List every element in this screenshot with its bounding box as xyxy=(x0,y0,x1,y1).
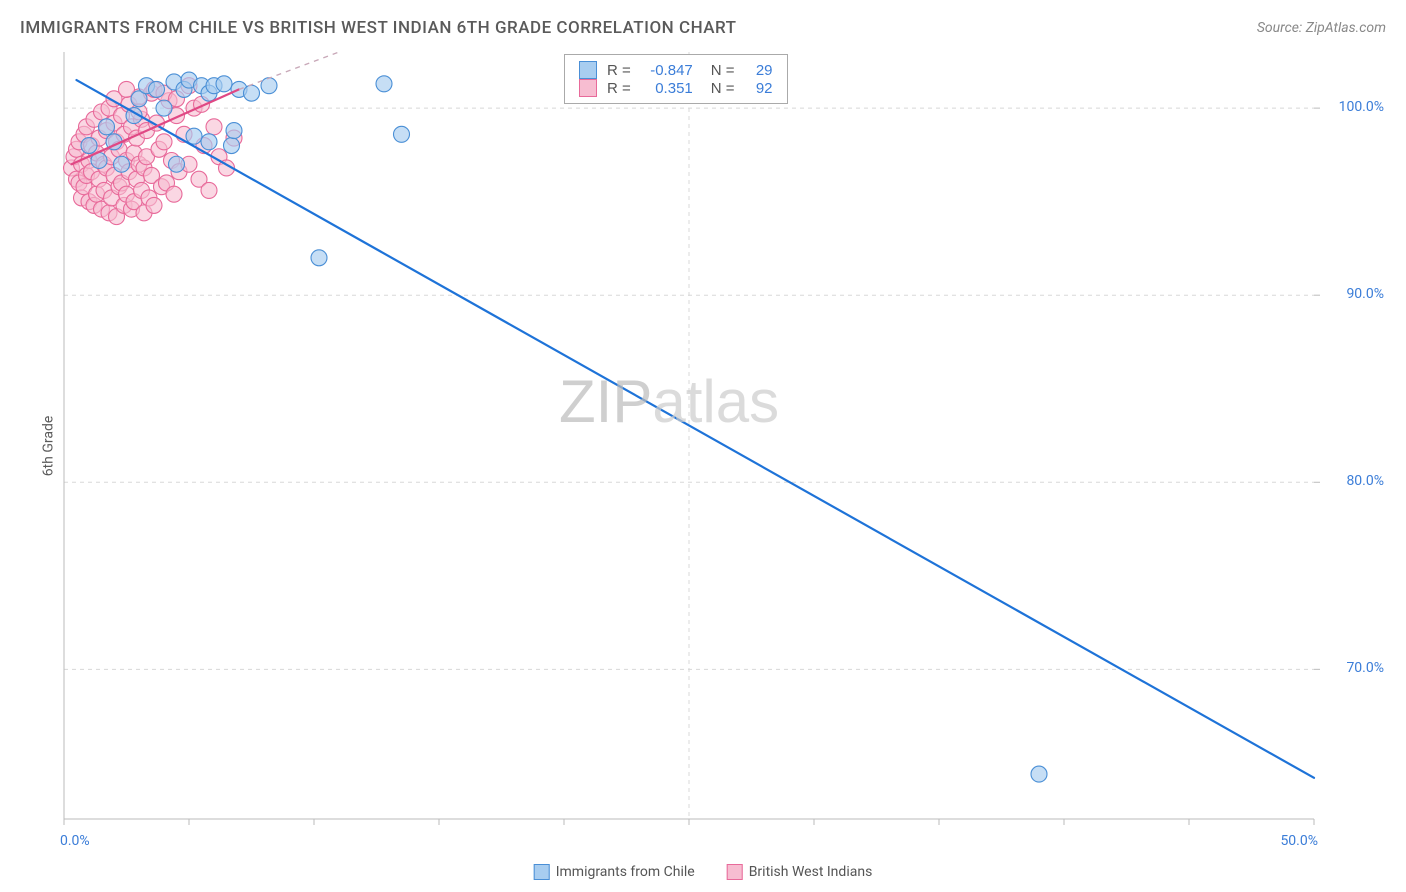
stats-n-label: N = xyxy=(711,62,735,79)
chart-area: ZIPatlas R =-0.847N =29R =0.351N =92 0.0… xyxy=(60,50,1386,847)
chart-title: IMMIGRANTS FROM CHILE VS BRITISH WEST IN… xyxy=(20,18,737,38)
legend-swatch xyxy=(534,864,550,880)
stats-row: R = 0.351 N = 92 xyxy=(579,79,773,97)
stats-n-label: N = xyxy=(711,80,735,97)
y-axis-label: 6th Grade xyxy=(40,416,56,477)
stats-n-value: 29 xyxy=(745,62,773,79)
bottom-legend: Immigrants from Chile British West Indian… xyxy=(534,864,873,880)
legend-swatch xyxy=(727,864,743,880)
y-tick-label: 90.0% xyxy=(1346,286,1384,302)
scatter-chart-svg xyxy=(60,50,1386,847)
stats-swatch xyxy=(579,79,597,97)
x-tick-label: 0.0% xyxy=(60,833,90,849)
correlation-stats-box: R = -0.847 N = 29 R = 0.351 N = 92 xyxy=(564,54,788,104)
stats-swatch xyxy=(579,61,597,79)
legend-item: Immigrants from Chile xyxy=(534,864,695,880)
y-tick-label: 70.0% xyxy=(1346,660,1384,676)
stats-r-value: -0.847 xyxy=(641,62,693,79)
stats-row: R = -0.847 N = 29 xyxy=(579,61,773,79)
legend-label: Immigrants from Chile xyxy=(556,864,695,880)
y-tick-label: 80.0% xyxy=(1346,473,1384,489)
source-attribution: Source: ZipAtlas.com xyxy=(1257,20,1386,36)
stats-r-label: R = xyxy=(607,80,631,97)
legend-label: British West Indians xyxy=(749,864,873,880)
stats-n-value: 92 xyxy=(745,80,773,97)
stats-r-label: R = xyxy=(607,62,631,79)
stats-r-value: 0.351 xyxy=(641,80,693,97)
x-tick-label: 50.0% xyxy=(1280,833,1318,849)
y-tick-label: 100.0% xyxy=(1339,99,1384,115)
legend-item: British West Indians xyxy=(727,864,873,880)
